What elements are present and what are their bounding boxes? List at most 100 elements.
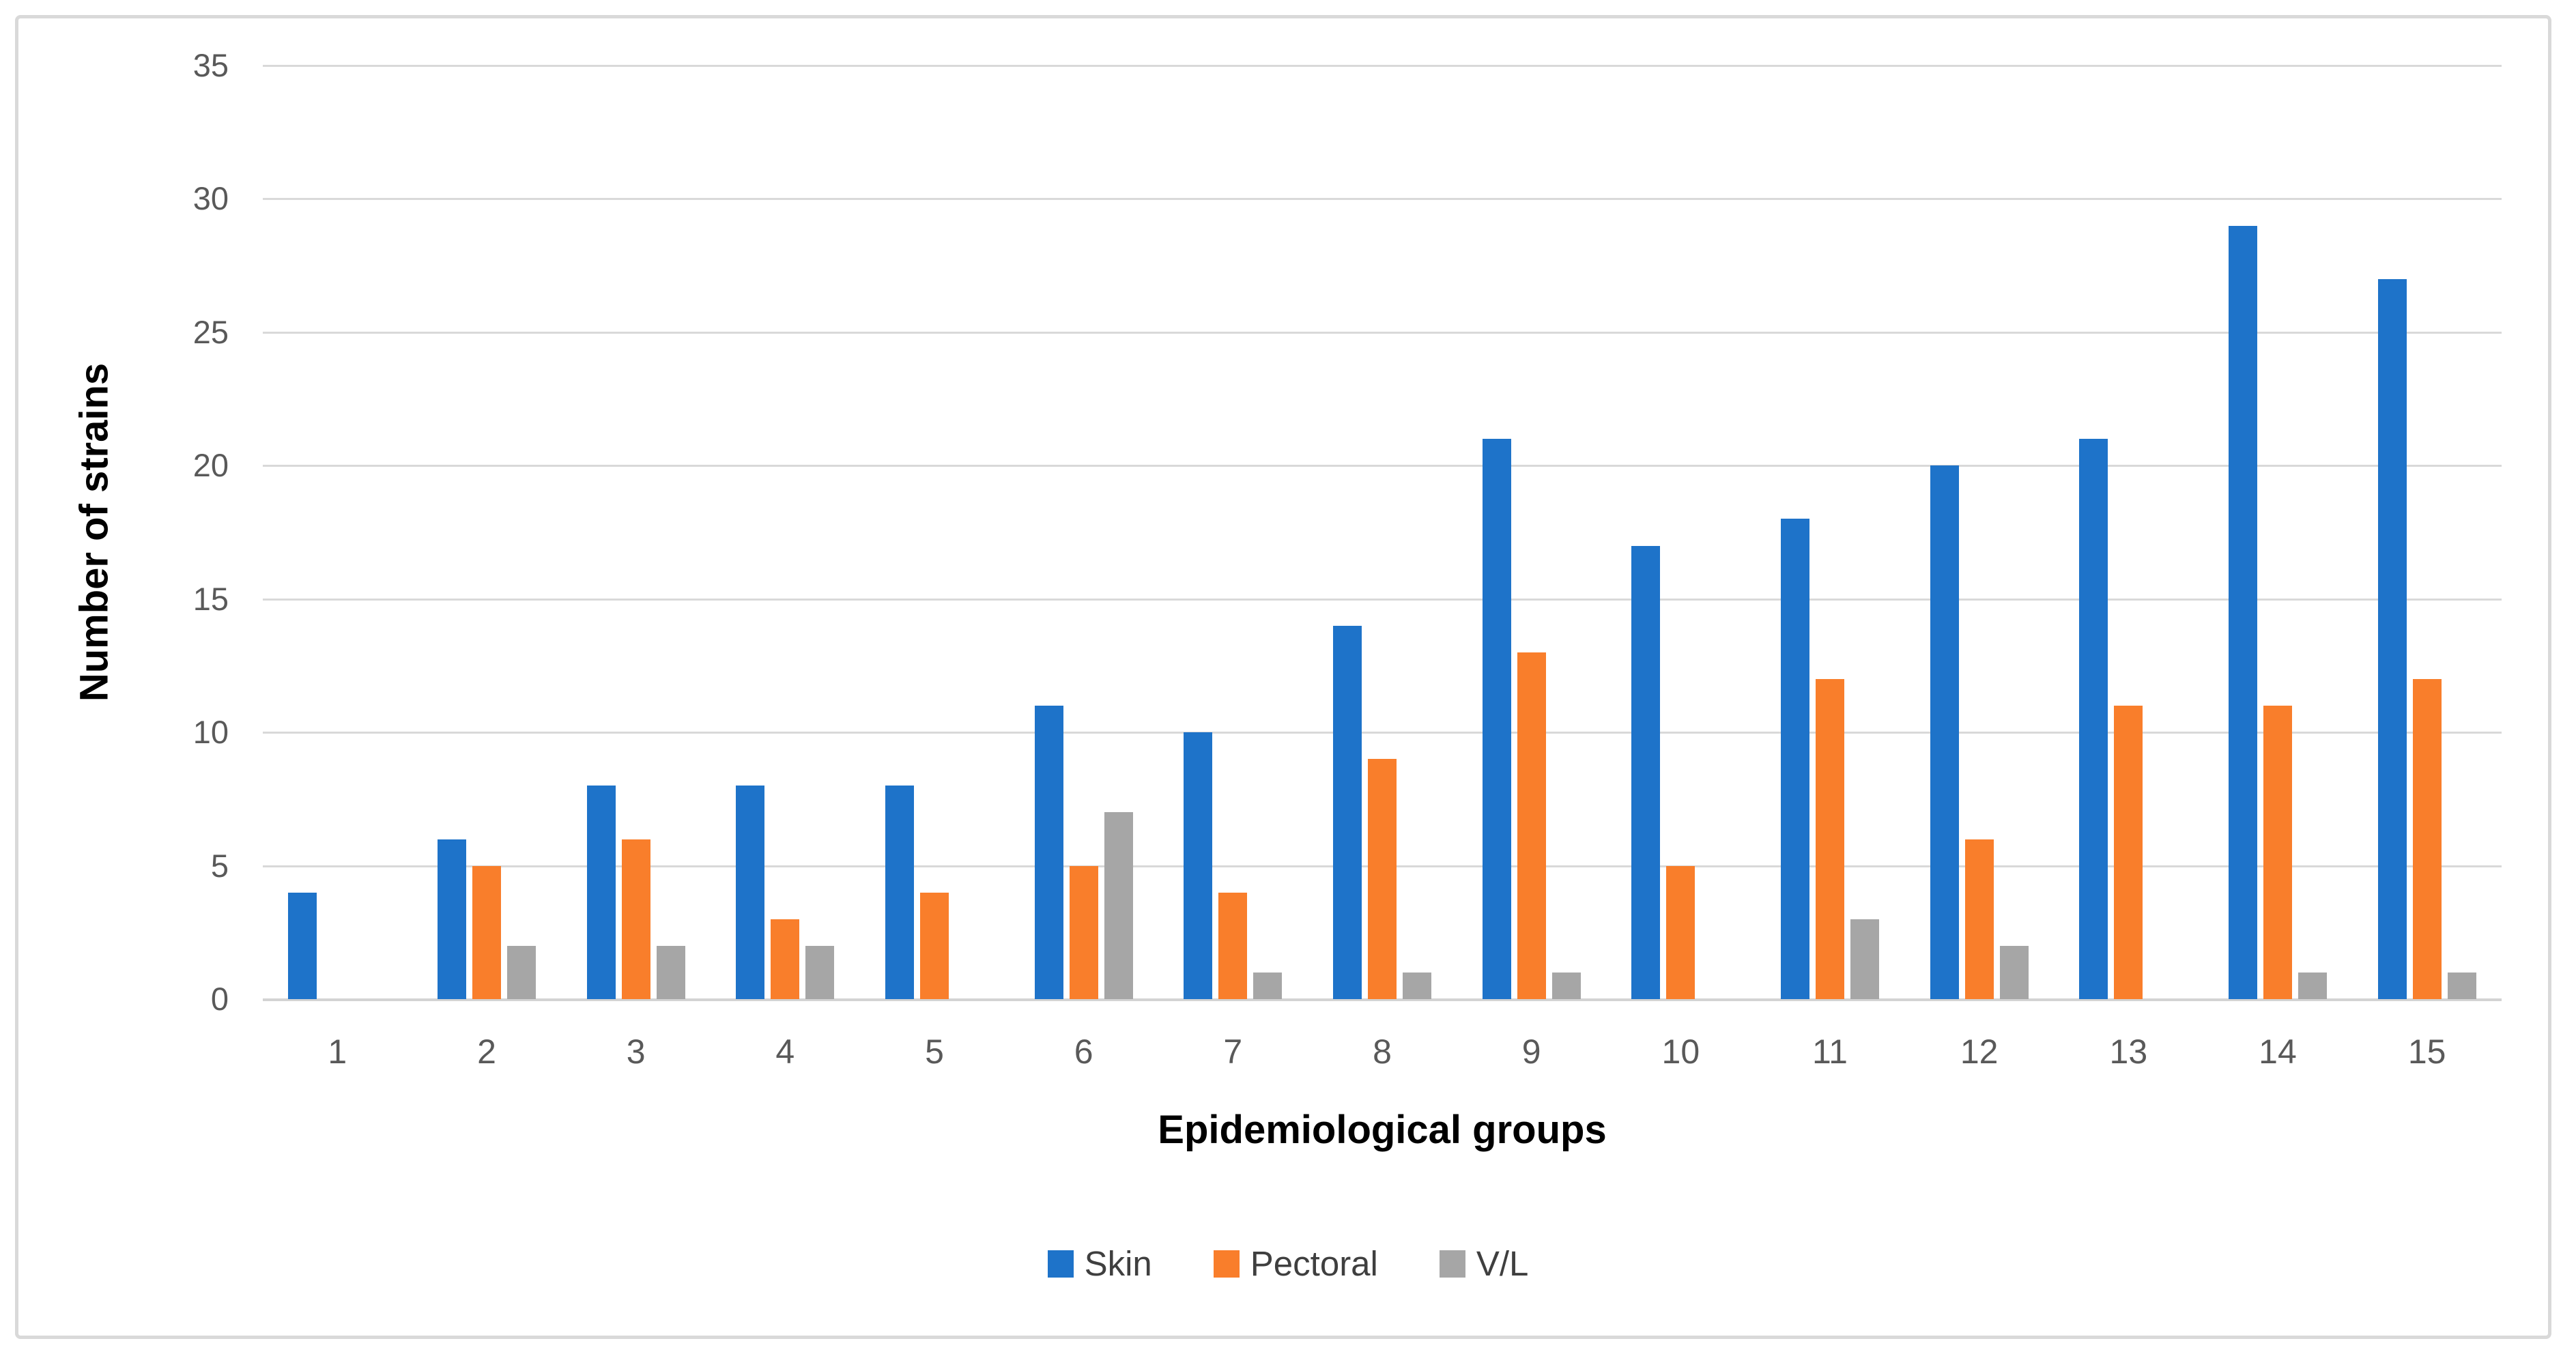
chart-frame: [15, 15, 2551, 1339]
bar-pectoral-group12: [1964, 839, 1994, 999]
legend-label: Pectoral: [1250, 1244, 1378, 1283]
bar-vl-group15: [2447, 972, 2476, 999]
gridline-y0: [263, 998, 2502, 1001]
x-tick-label-4: 4: [775, 1033, 795, 1071]
bar-skin-group3: [586, 786, 616, 999]
gridline-y15: [263, 598, 2502, 601]
y-axis-title: Number of strains: [72, 362, 117, 702]
bar-pectoral-group13: [2114, 706, 2143, 999]
gridline-y35: [263, 65, 2502, 67]
y-tick-label-20: 20: [192, 447, 229, 484]
gridline-y20: [263, 465, 2502, 467]
bar-vl-group14: [2298, 972, 2327, 999]
bar-vl-group6: [1104, 812, 1133, 999]
bar-group-14: [2203, 66, 2353, 999]
bar-pectoral-group5: [919, 892, 949, 999]
bar-pectoral-group15: [2412, 678, 2442, 999]
bar-group-12: [1904, 66, 2054, 999]
legend-swatch-icon: [1439, 1250, 1465, 1278]
bar-pectoral-group6: [1069, 865, 1098, 999]
bar-vl-group4: [805, 945, 835, 999]
bar-pectoral-group9: [1517, 652, 1546, 999]
y-tick-label-30: 30: [192, 180, 229, 217]
y-tick-label-15: 15: [192, 580, 229, 617]
y-tick-label-10: 10: [192, 714, 229, 751]
x-tick-label-14: 14: [2259, 1033, 2297, 1071]
legend-label: V/L: [1476, 1244, 1529, 1283]
bar-skin-group6: [1034, 706, 1063, 999]
bar-skin-group4: [736, 786, 765, 999]
bar-group-1: [263, 66, 412, 999]
x-tick-label-15: 15: [2407, 1033, 2446, 1071]
legend-item-vl: V/L: [1439, 1243, 1529, 1284]
bar-group-9: [1457, 66, 1606, 999]
x-tick-label-1: 1: [328, 1033, 347, 1071]
bar-pectoral-group10: [1666, 865, 1695, 999]
bar-pectoral-group11: [1815, 678, 1844, 999]
y-tick-label-25: 25: [192, 313, 229, 350]
bar-skin-group10: [1631, 545, 1661, 999]
bar-vl-group7: [1253, 972, 1283, 999]
bar-group-8: [1308, 66, 1457, 999]
gridline-y30: [263, 198, 2502, 201]
legend-item-skin: Skin: [1047, 1243, 1152, 1284]
legend-label: Skin: [1084, 1244, 1152, 1283]
gridline-y25: [263, 331, 2502, 334]
bar-skin-group8: [1332, 625, 1362, 999]
bar-vl-group9: [1551, 972, 1581, 999]
bar-pectoral-group3: [621, 839, 650, 999]
bar-skin-group5: [885, 786, 914, 999]
bar-vl-group11: [1850, 919, 1879, 999]
bar-group-6: [1009, 66, 1158, 999]
bar-group-7: [1158, 66, 1308, 999]
bar-vl-group8: [1402, 972, 1431, 999]
x-tick-label-9: 9: [1521, 1033, 1541, 1071]
bar-skin-group13: [2079, 439, 2108, 999]
bar-group-15: [2352, 66, 2502, 999]
legend-swatch-icon: [1047, 1250, 1074, 1278]
bar-pectoral-group2: [472, 865, 501, 999]
x-tick-label-6: 6: [1074, 1033, 1093, 1071]
x-tick-label-5: 5: [925, 1033, 944, 1071]
bar-skin-group9: [1482, 439, 1511, 999]
legend-item-pectoral: Pectoral: [1213, 1243, 1378, 1284]
legend: Skin Pectoral V/L: [0, 1243, 2576, 1284]
x-tick-label-12: 12: [1960, 1033, 1999, 1071]
plot-area: [263, 65, 2502, 1001]
bar-pectoral-group4: [771, 919, 800, 999]
x-tick-label-10: 10: [1661, 1033, 1700, 1071]
y-tick-label-0: 0: [210, 981, 229, 1017]
y-tick-label-35: 35: [192, 47, 229, 83]
bar-pectoral-group7: [1218, 892, 1248, 999]
bar-vl-group12: [1999, 945, 2029, 999]
bar-pectoral-group14: [2263, 706, 2292, 999]
x-tick-label-3: 3: [626, 1033, 646, 1071]
gridline-y10: [263, 732, 2502, 734]
bar-skin-group15: [2377, 278, 2407, 999]
bar-pectoral-group8: [1367, 759, 1397, 999]
bar-skin-group2: [437, 839, 466, 999]
bar-skin-group12: [1930, 465, 1959, 999]
bar-group-4: [711, 66, 860, 999]
x-tick-label-8: 8: [1373, 1033, 1392, 1071]
bar-group-2: [412, 66, 562, 999]
bar-vl-group3: [656, 945, 685, 999]
legend-swatch-icon: [1213, 1250, 1240, 1278]
bar-skin-group14: [2228, 225, 2257, 999]
y-tick-label-5: 5: [210, 847, 229, 884]
bar-skin-group1: [288, 892, 317, 999]
bar-group-10: [1606, 66, 1756, 999]
bar-group-11: [1756, 66, 1905, 999]
bar-skin-group7: [1184, 732, 1213, 999]
bar-skin-group11: [1780, 519, 1809, 999]
x-tick-label-13: 13: [2109, 1033, 2148, 1071]
bar-vl-group2: [506, 945, 536, 999]
x-tick-label-7: 7: [1223, 1033, 1243, 1071]
x-tick-label-2: 2: [477, 1033, 496, 1071]
bar-group-3: [561, 66, 711, 999]
bar-group-5: [860, 66, 1010, 999]
bar-group-13: [2054, 66, 2203, 999]
x-axis-title: Epidemiological groups: [1158, 1108, 1607, 1152]
x-tick-label-11: 11: [1812, 1033, 1848, 1071]
